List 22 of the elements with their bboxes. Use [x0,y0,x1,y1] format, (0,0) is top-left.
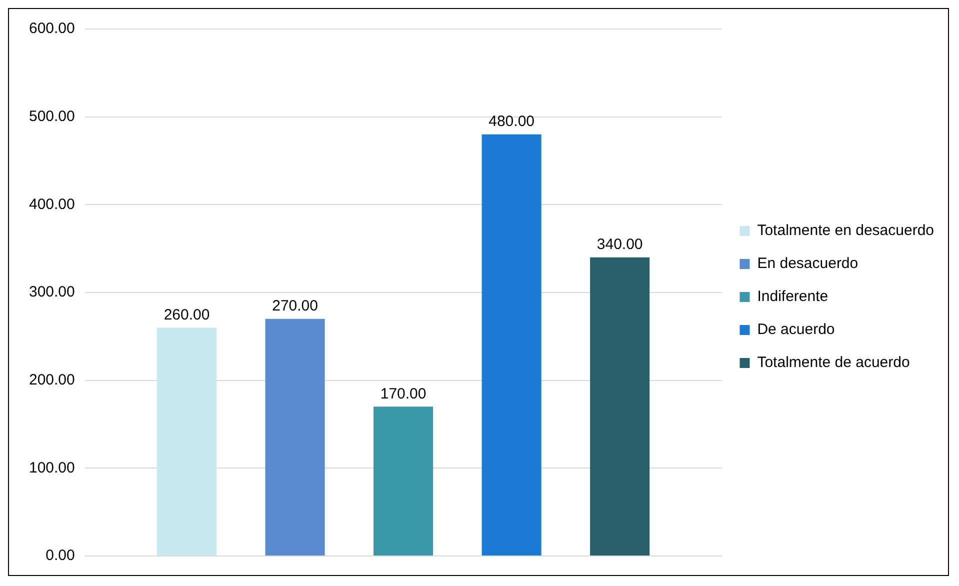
y-tick-label: 500.00 [28,108,75,125]
legend-label: Indiferente [757,288,828,306]
y-tick-label: 200.00 [28,371,75,388]
legend-label: En desacuerdo [757,255,858,272]
bar [157,328,217,556]
y-tick-label: 300.00 [28,284,75,301]
data-label: 340.00 [596,236,643,254]
legend-label: De acuerdo [757,321,835,338]
bar [265,318,325,556]
bar [590,257,650,556]
legend-label: Totalmente de acuerdo [757,354,910,372]
bar [374,406,434,556]
data-label: 260.00 [164,306,210,324]
y-tick-label: 600.00 [28,20,75,38]
data-label: 480.00 [488,113,535,130]
legend-label: Totalmente en desacuerdo [757,222,934,240]
y-tick-label: 400.00 [28,196,75,213]
data-label: 270.00 [272,297,318,314]
y-tick-label: 100.00 [28,459,75,476]
bar [482,134,542,556]
data-label: 170.00 [380,385,426,402]
y-tick-label: 0.00 [46,547,75,564]
